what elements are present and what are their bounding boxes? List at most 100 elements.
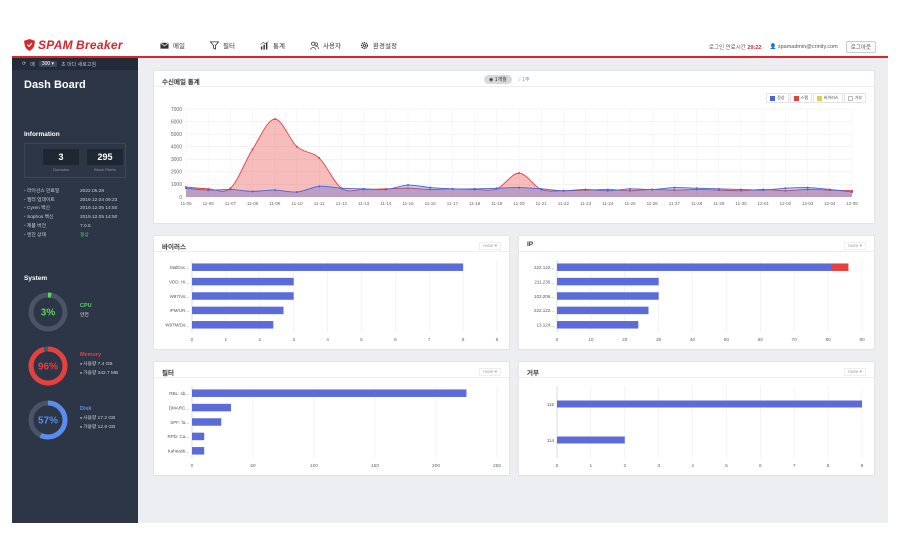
login-expiry: 로그인 만료시간 29:22: [709, 43, 762, 51]
data-point: [207, 189, 210, 192]
ip-more-button[interactable]: more ▾: [844, 242, 866, 250]
data-point: [806, 188, 809, 191]
data-point: [828, 188, 831, 191]
x-tick-label: 11-14: [380, 201, 392, 206]
x-tick-label: 6: [394, 337, 397, 343]
bar: [192, 432, 205, 441]
logout-button[interactable]: 로그아웃: [845, 41, 876, 53]
category-label: RPD: Ca...: [167, 434, 189, 439]
user-account[interactable]: 👤 spamadmin@crinity.com: [769, 44, 837, 50]
bar: [192, 277, 294, 286]
cpu-info: CPU 안전: [80, 303, 92, 318]
bar: [557, 292, 659, 300]
filter-more-button[interactable]: more ▾: [479, 368, 501, 376]
legend-virus[interactable]: 바이러스: [812, 93, 843, 103]
virus-more-button[interactable]: more ▾: [479, 242, 501, 250]
category-label: W97M/Do...: [165, 323, 189, 328]
x-tick-label: 11-12: [336, 201, 348, 206]
checkbox-icon: [847, 95, 853, 101]
x-tick-label: 11-09: [269, 201, 281, 206]
data-point: [518, 172, 520, 175]
x-tick-label: 4: [691, 463, 694, 469]
filters-count: 295: [87, 149, 123, 165]
nav-filter[interactable]: 필터: [210, 40, 260, 50]
bar-segment: [831, 263, 849, 271]
chevron-down-icon: ▾: [51, 61, 55, 67]
x-tick-label: 11-26: [647, 201, 659, 206]
x-tick-label: 3: [292, 337, 295, 343]
reject-card: 거부 more ▾ 0 1 2 3 4 5 6 7 8 9 115 114: [518, 361, 875, 476]
refresh-interval-value: 300: [41, 61, 51, 67]
refresh-interval-select[interactable]: 300 ▾: [38, 61, 58, 67]
x-tick-label: 8: [827, 463, 830, 469]
data-point: [784, 189, 787, 192]
system-heading: System: [24, 275, 48, 282]
nav-mail[interactable]: 메일: [160, 40, 210, 50]
x-tick-label: 11-24: [602, 201, 614, 206]
data-point: [495, 187, 498, 190]
reject-more-button[interactable]: more ▾: [844, 368, 866, 376]
legend-normal-label: 정상: [777, 95, 785, 100]
more-label: more: [483, 369, 494, 374]
nav-settings[interactable]: 환경설정: [360, 40, 410, 50]
bar: [192, 418, 222, 426]
y-tick-label: 5000: [171, 132, 182, 138]
x-tick-label: 12-05: [846, 201, 858, 206]
nav-users[interactable]: 사용자: [310, 40, 360, 50]
disk-info: Disk 사용량 17.2 GB 가용량 12.8 GB: [80, 406, 115, 432]
cpu-value: 3%: [41, 308, 56, 319]
refresh-toolbar: ⟳ 매 300 ▾ 초 마다 새로고침: [12, 58, 138, 70]
checkbox-icon: [770, 95, 776, 101]
card-header: [519, 236, 874, 252]
kv-key: Sophos 백신: [24, 214, 80, 223]
x-tick-label: 250: [493, 463, 501, 469]
engine-status-value: 정상: [80, 232, 89, 238]
login-expiry-time: 29:22: [747, 45, 762, 51]
mail-stats-title: 수신메일 통계: [162, 79, 200, 86]
data-point: [651, 188, 654, 191]
category-label: VDD: Hi...: [169, 279, 189, 284]
user-email: spamadmin@crinity.com: [777, 44, 838, 50]
nav-stats[interactable]: 통계: [260, 40, 310, 50]
x-tick-label: 9: [861, 463, 864, 469]
refresh-icon[interactable]: ⟳: [22, 61, 27, 67]
data-point: [451, 187, 454, 190]
period-option-week[interactable]: ○ 1주: [517, 77, 530, 83]
x-tick-label: 11-23: [580, 201, 592, 206]
kv-value: 2019.12.04 09:23: [80, 197, 118, 203]
x-tick-label: 30: [656, 337, 662, 343]
x-tick-label: 11-07: [225, 201, 237, 206]
y-tick-label: 4000: [171, 145, 182, 151]
bar: [192, 403, 232, 412]
data-point: [629, 187, 631, 190]
card-header: [154, 71, 874, 87]
legend-reject-label: 거부: [854, 95, 862, 100]
nav-settings-label: 환경설정: [373, 43, 397, 50]
x-tick-label: 11-18: [469, 201, 481, 206]
x-tick-label: 5: [725, 463, 728, 469]
memory-used: 사용량 7.4 GB: [80, 360, 118, 369]
nav-users-label: 사용자: [323, 43, 341, 50]
period-option-month[interactable]: ◉ 1개월: [484, 75, 512, 84]
x-tick-label: 2: [258, 337, 261, 343]
legend-normal[interactable]: 정상: [766, 93, 789, 103]
chart-icon: [260, 40, 269, 50]
period-week-label: 1주: [522, 77, 530, 83]
login-expiry-label: 로그인 만료시간: [708, 45, 746, 51]
data-point: [362, 187, 365, 190]
chart-legend: 정상 스팸 바이러스 거부: [766, 93, 866, 103]
data-point: [717, 187, 720, 190]
virus-card: 바이러스 more ▾ 0 1 2 3 4 5 6 7 8 9 MalDoc... VDD: Hi..…: [153, 235, 510, 350]
data-point: [296, 190, 298, 193]
data-point: [407, 187, 409, 190]
legend-reject[interactable]: 거부: [843, 93, 866, 103]
legend-spam[interactable]: 스팸: [789, 93, 812, 103]
refresh-suffix: 초 마다 새로고침: [61, 61, 97, 68]
data-point: [562, 189, 565, 192]
x-tick-label: 11-17: [447, 201, 459, 206]
period-month-label: 1개월: [494, 77, 507, 83]
x-tick-label: 10: [588, 337, 594, 343]
logo[interactable]: SPAM Breaker: [24, 38, 123, 52]
